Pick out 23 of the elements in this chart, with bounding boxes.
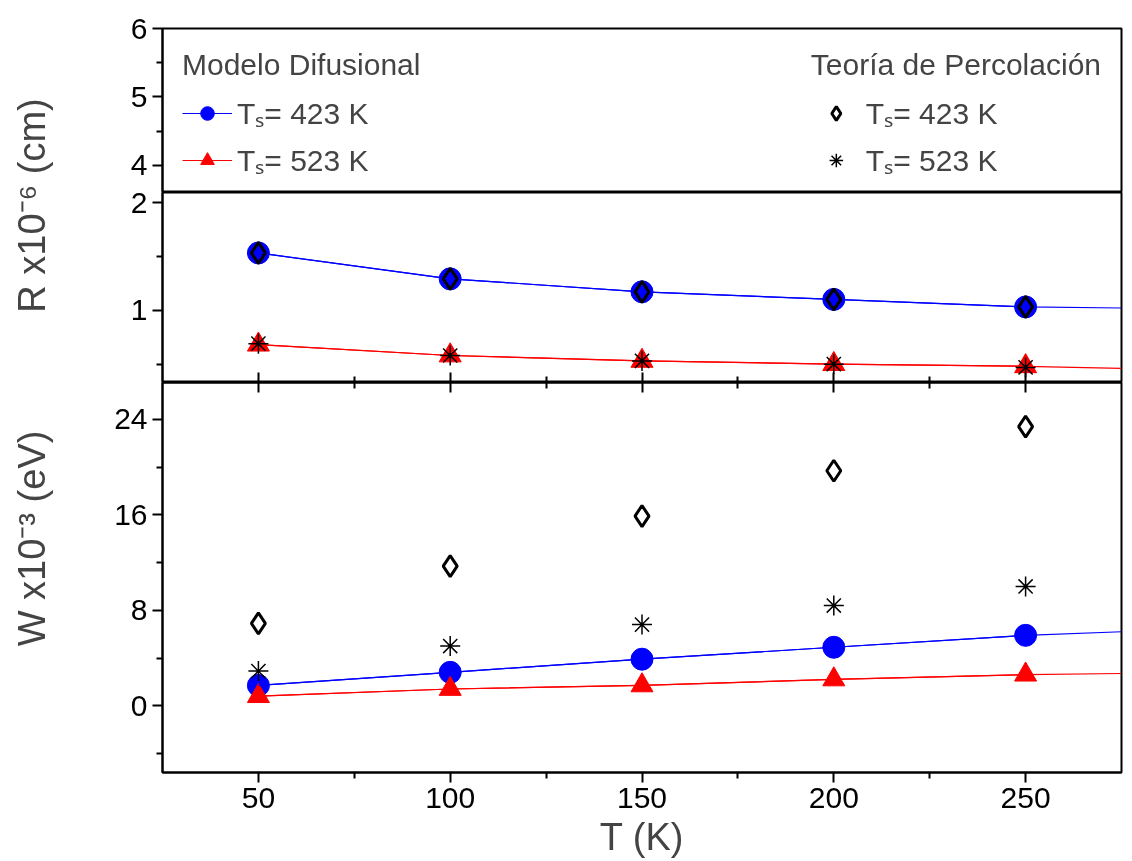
y-tick-label: 24	[114, 402, 148, 436]
y-tick-label: 1	[130, 293, 148, 327]
y-tick-label: 4	[130, 148, 148, 182]
legend-label: Tₛ= 523 K	[237, 143, 369, 179]
annotation: Teoría de Percolación	[810, 48, 1101, 82]
x-tick-label: 200	[808, 780, 859, 814]
y-axis-title: R x10⁻⁶ (cm)	[10, 98, 53, 313]
annotation: Modelo Difusional	[182, 48, 421, 82]
legend-label: Tₛ= 423 K	[237, 96, 369, 132]
y-tick-label: 16	[114, 497, 148, 531]
y-tick-label: 6	[130, 11, 148, 45]
legend-label: Tₛ= 423 K	[865, 96, 998, 132]
x-axis-title: T (K)	[599, 815, 684, 858]
y-tick-label: 2	[130, 185, 148, 219]
y-axis-title: W x10⁻³ (eV)	[10, 430, 53, 647]
x-tick-label: 150	[616, 780, 668, 814]
legend-label: Tₛ= 523 K	[865, 143, 998, 179]
x-tick-label: 50	[241, 780, 276, 814]
y-tick-label: 5	[130, 79, 148, 113]
y-tick-label: 0	[130, 688, 148, 722]
y-tick-label: 8	[130, 593, 148, 627]
x-tick-label: 100	[425, 780, 476, 814]
x-tick-label: 250	[1000, 780, 1051, 814]
